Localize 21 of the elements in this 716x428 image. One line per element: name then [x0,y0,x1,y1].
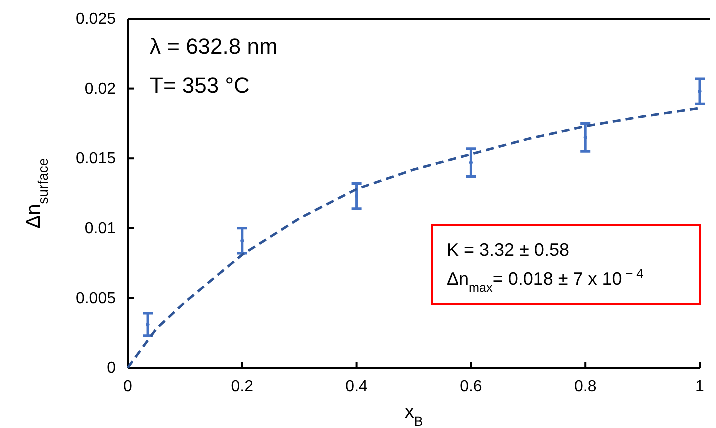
annotation: K = 3.32 ± 0.58 [447,240,570,260]
x-tick-label: 0.6 [460,378,482,396]
annotation: T= 353 °C [150,73,250,98]
y-tick-label: 0.025 [76,11,116,28]
annotation: λ = 632.8 nm [150,34,278,59]
point [698,90,702,94]
y-tick-label: 0.015 [76,150,116,168]
y-tick-label: 0 [107,360,116,378]
x-tick-label: 1 [696,378,705,396]
y-tick-label: 0.005 [76,290,116,308]
x-tick-label: 0.4 [346,378,368,396]
point [240,239,244,243]
x-tick-label: 0.8 [574,378,597,396]
annotation: Δn$_{max}$= 0.018 ± 7 x 10 $^{− 4}$ [447,267,644,295]
x-tick-label: 0.2 [231,378,254,396]
x-tick-label: 0 [124,378,133,396]
x-axis-title: x$_{B}$ [404,402,424,428]
y-tick-label: 0.01 [84,220,116,238]
y-tick-label: 0.02 [84,80,116,98]
point [584,136,588,140]
point [146,322,150,327]
